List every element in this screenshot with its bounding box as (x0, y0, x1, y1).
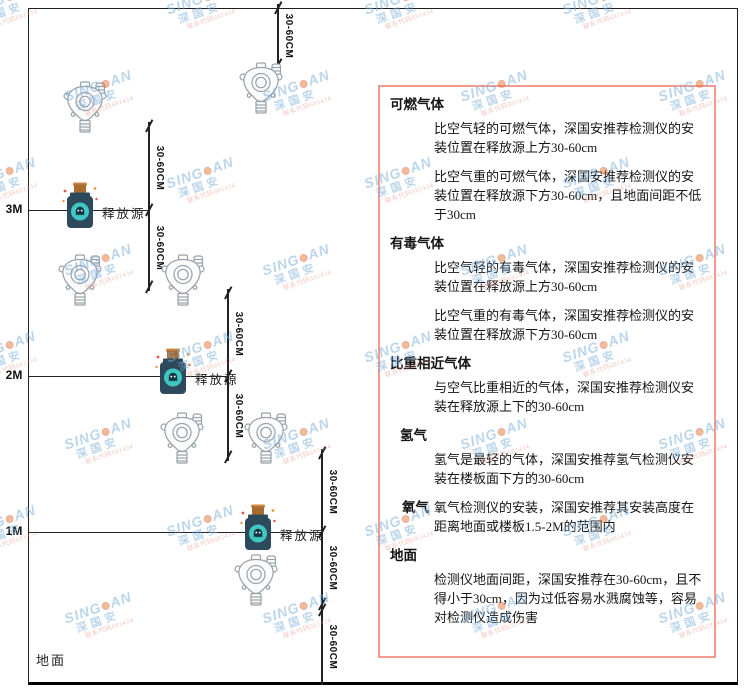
section-heading: 氢气 (400, 428, 427, 443)
watermark-dot-icon (202, 0, 213, 2)
section-paragraph: 氢气是最轻的气体，深国安推荐氢气检测仪安装在楼板面下方的30-60cm (434, 452, 695, 486)
section-paragraph: 比空气轻的有毒气体，深国安推荐检测仪的安装位置在释放源上方30-60cm (434, 260, 695, 294)
level-label-3m: 3M (5, 202, 23, 216)
section-hydrogen: 氢气 氢气是最轻的气体，深国安推荐氢气检测仪安装在楼板面下方的30-60cm (388, 426, 702, 488)
dimension-label: 30-60CM (327, 545, 338, 591)
dimension-label: 30-60CM (327, 624, 338, 670)
gas-detector-icon-art (63, 81, 107, 133)
ground-label: 地面 (36, 653, 67, 668)
dimension-label: 30-60CM (327, 469, 338, 515)
level-label-1m: 1M (5, 524, 23, 538)
section-heading: 可燃气体 (390, 97, 444, 112)
gas-detector-icon-art (234, 554, 278, 606)
gas-detector-icon (158, 411, 206, 465)
release-source-icon (239, 504, 277, 554)
section-heading: 比重相近气体 (390, 356, 471, 371)
dimension-label: 30-60CM (283, 13, 294, 59)
watermark-dot-icon (4, 513, 15, 524)
gas-detector-icon (159, 253, 207, 307)
section-heading: 地面 (390, 548, 417, 563)
dimension-line (321, 449, 323, 685)
section-paragraph: 氧气检测仪的安装，深国安推荐其安装高度在距离地面或楼板1.5-2M的范围内 (434, 500, 695, 534)
release-source-label: 释放源 (280, 529, 324, 543)
section-oxygen: 氧气 氧气检测仪的安装，深国安推荐其安装高度在距离地面或楼板1.5-2M的范围内 (388, 498, 702, 536)
watermark-dot-icon (598, 0, 609, 2)
gas-detector-icon-art (244, 412, 288, 464)
level-label-2m: 2M (5, 368, 23, 382)
gas-detector-icon-art (239, 62, 283, 114)
release-source-label: 释放源 (102, 207, 146, 221)
watermark-dot-icon (4, 0, 15, 2)
section-paragraph: 比空气重的可燃气体，深国安推荐检测仪的安装位置在释放源下方30-60cm，且地面… (434, 169, 702, 222)
gas-detector-icon-art (58, 254, 102, 306)
section-paragraph: 比空气重的有毒气体，深国安推荐检测仪的安装位置在释放源下方30-60cm (434, 308, 695, 342)
release-source-bottle-art (62, 182, 98, 228)
section-paragraph: 与空气比重相近的气体，深国安推荐检测仪安装在释放源上下的30-60cm (434, 380, 695, 414)
release-source-label: 释放源 (195, 373, 239, 387)
section-heading: 有毒气体 (390, 236, 444, 251)
gas-detector-icon-art (160, 412, 204, 464)
gas-detector-icon (61, 80, 109, 134)
room-outline (28, 8, 738, 685)
section-paragraph: 比空气轻的可燃气体，深国安推荐检测仪的安装位置在释放源上方30-60cm (434, 121, 695, 155)
level-line-2m (28, 375, 228, 377)
dimension-label: 30-60CM (233, 311, 244, 357)
level-line-1m (28, 531, 322, 533)
section-combustible-gas: 可燃气体 比空气轻的可燃气体，深国安推荐检测仪的安装位置在释放源上方30-60c… (388, 95, 702, 224)
section-heading: 氧气 (402, 500, 429, 515)
installation-guideline-panel: 可燃气体 比空气轻的可燃气体，深国安推荐检测仪的安装位置在释放源上方30-60c… (378, 85, 716, 658)
gas-detector-icon (56, 253, 104, 307)
watermark-dot-icon (4, 165, 15, 176)
section-toxic-gas: 有毒气体 比空气轻的有毒气体，深国安推荐检测仪的安装位置在释放源上方30-60c… (388, 234, 702, 344)
section-similar-density-gas: 比重相近气体 与空气比重相近的气体，深国安推荐检测仪安装在释放源上下的30-60… (388, 354, 702, 416)
watermark-dot-icon (400, 0, 411, 2)
dimension-label: 30-60CM (154, 145, 165, 191)
section-paragraph: 检测仪地面间距，深国安推荐在30-60cm，且不得小于30cm，因为过低容易水溅… (434, 572, 702, 625)
gas-detector-icon-art (161, 254, 205, 306)
release-source-icon (154, 348, 192, 398)
gas-detector-icon (232, 553, 280, 607)
release-source-icon (61, 182, 99, 232)
gas-detector-icon (237, 61, 285, 115)
release-source-bottle-art (240, 504, 276, 550)
gas-detector-icon (242, 411, 290, 465)
release-source-bottle-art (155, 348, 191, 394)
watermark-dot-icon (4, 339, 15, 350)
dimension-line (277, 4, 279, 69)
section-ground: 地面 检测仪地面间距，深国安推荐在30-60cm，且不得小于30cm，因为过低容… (388, 546, 702, 627)
